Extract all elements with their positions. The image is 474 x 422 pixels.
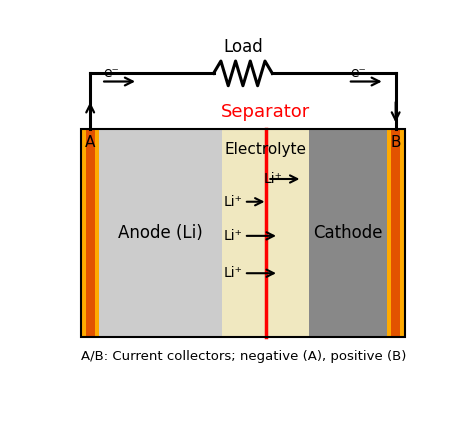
Text: Li⁺: Li⁺ — [264, 172, 283, 186]
Text: Li⁺: Li⁺ — [224, 229, 243, 243]
Text: e⁻: e⁻ — [103, 66, 119, 80]
Bar — [391, 129, 400, 337]
Bar — [222, 129, 309, 337]
Text: e⁻: e⁻ — [350, 66, 365, 80]
Text: Cathode: Cathode — [313, 224, 383, 242]
Bar — [387, 129, 405, 337]
Text: Li⁺: Li⁺ — [224, 266, 243, 280]
Bar — [82, 129, 404, 337]
Bar — [86, 129, 95, 337]
Text: Load: Load — [223, 38, 263, 56]
Text: Separator: Separator — [221, 103, 310, 121]
Bar — [99, 129, 222, 337]
Text: A/B: Current collectors; negative (A), positive (B): A/B: Current collectors; negative (A), p… — [82, 349, 407, 362]
Text: A: A — [85, 135, 95, 150]
Text: Anode (Li): Anode (Li) — [118, 224, 203, 242]
Bar — [309, 129, 387, 337]
Text: B: B — [391, 135, 401, 150]
Bar — [82, 129, 99, 337]
Text: Electrolyte: Electrolyte — [225, 142, 307, 157]
Text: Li⁺: Li⁺ — [224, 195, 243, 209]
